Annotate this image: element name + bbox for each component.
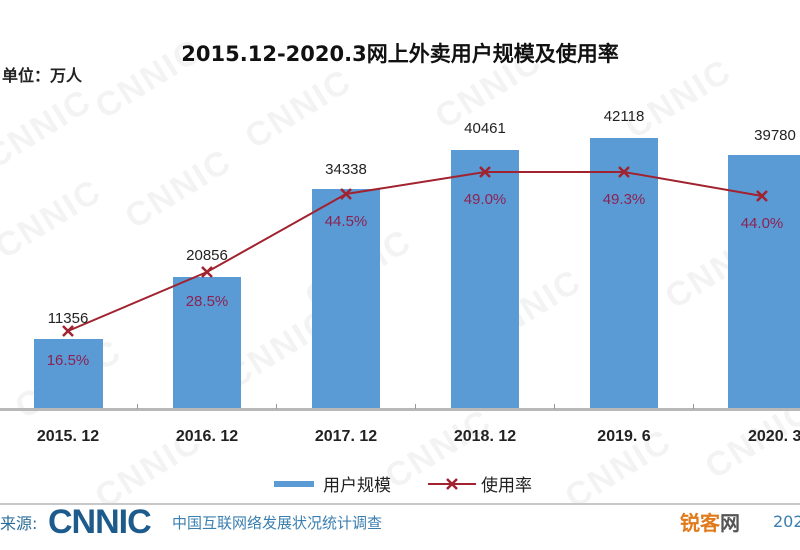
bar-2016-12 — [173, 277, 241, 409]
x-axis-tick — [137, 404, 138, 409]
bar-2019-6 — [590, 138, 658, 409]
x-tick-label: 2018. 12 — [453, 428, 517, 445]
legend-line-x-marker-icon — [428, 478, 476, 490]
bar-2015-12 — [34, 339, 103, 409]
x-axis-tick — [554, 404, 555, 409]
x-tick-label: 2020. 3 — [748, 428, 800, 445]
x-axis-tick — [693, 404, 694, 409]
rate-value-label: 49.3% — [602, 191, 646, 208]
bar-value-label: 42118 — [603, 108, 645, 125]
rate-value-label: 16.5% — [46, 352, 90, 369]
legend-bar-label: 用户规模 — [323, 476, 391, 496]
site-watermark-logo: 锐客网 — [680, 511, 740, 535]
bar-value-label: 34338 — [325, 161, 367, 178]
cnnic-logo: CNNIC — [48, 503, 152, 541]
x-axis-tick — [415, 404, 416, 409]
legend-line-label: 使用率 — [481, 476, 532, 496]
bar-value-label: 11356 — [47, 310, 89, 327]
x-axis-line — [0, 408, 800, 411]
chart-legend: 用户规模 使用率 — [0, 471, 800, 496]
bar-2018-12 — [451, 150, 519, 409]
x-tick-label: 2015. 12 — [36, 428, 100, 445]
rate-value-label: 49.0% — [463, 191, 507, 208]
bar-value-label: 20856 — [186, 247, 228, 264]
survey-name: 中国互联网络发展状况统计调查 — [172, 514, 383, 532]
rate-value-label: 28.5% — [185, 293, 229, 310]
bar-2017-12 — [312, 189, 380, 409]
bar-value-label: 39780 — [754, 127, 796, 144]
footer-year: 202 — [773, 512, 800, 531]
source-label: 来源: — [0, 514, 38, 533]
chart-title: 2015.12-2020.3网上外卖用户规模及使用率 — [181, 42, 619, 66]
x-tick-label: 2017. 12 — [314, 428, 378, 445]
footer-divider — [0, 503, 800, 505]
x-tick-label: 2016. 12 — [175, 428, 239, 445]
rate-value-label: 44.5% — [324, 213, 368, 230]
bar-value-label: 40461 — [464, 120, 506, 137]
unit-label: 单位：万人 — [2, 66, 83, 85]
rate-value-label: 44.0% — [740, 215, 784, 232]
x-axis-tick — [276, 404, 277, 409]
x-tick-label: 2019. 6 — [597, 428, 651, 445]
x-marker-icons — [62, 166, 768, 337]
legend-bar-swatch-icon — [274, 481, 314, 487]
